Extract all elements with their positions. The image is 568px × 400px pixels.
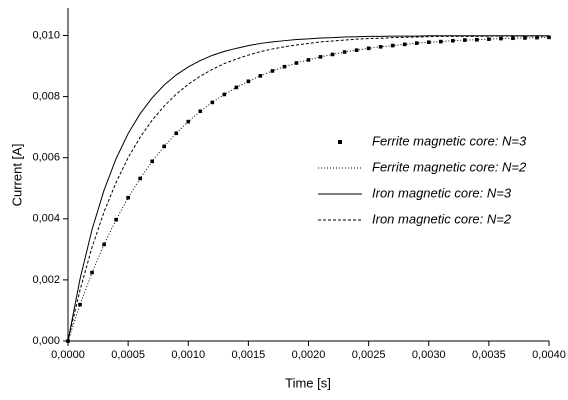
marker: [282, 64, 287, 69]
x-tick-label: 0,0005: [111, 349, 145, 361]
marker: [246, 79, 251, 84]
marker: [547, 35, 551, 40]
x-tick-label: 0,0015: [232, 349, 266, 361]
legend-text: Iron magnetic core: N=2: [372, 211, 512, 226]
x-tick-label: 0,0020: [292, 349, 326, 361]
marker: [451, 38, 455, 43]
legend-marker: [338, 140, 342, 144]
marker: [186, 119, 191, 124]
marker: [523, 36, 527, 40]
y-axis-title: Current [A]: [9, 144, 24, 207]
marker: [499, 36, 503, 41]
marker: [222, 92, 227, 97]
marker: [535, 35, 539, 40]
legend-text: Iron magnetic core: N=3: [372, 185, 512, 200]
marker: [475, 37, 479, 42]
marker: [306, 58, 311, 62]
y-tick-label: 0,002: [32, 274, 60, 286]
y-tick-label: 0,006: [32, 152, 60, 164]
series-line: [67, 35, 549, 342]
marker: [438, 39, 443, 44]
y-tick-label: 0,008: [32, 91, 60, 103]
y-tick-label: 0,000: [32, 335, 60, 347]
marker: [426, 40, 431, 45]
marker: [402, 42, 407, 47]
series-line: [67, 36, 550, 342]
x-tick-label: 0,0010: [171, 349, 205, 361]
marker: [390, 43, 395, 48]
marker: [463, 38, 467, 42]
series-line: [67, 35, 549, 342]
x-tick-label: 0,0040: [532, 349, 566, 361]
marker: [126, 195, 130, 200]
marker: [102, 242, 106, 247]
y-tick-label: 0,004: [32, 213, 60, 225]
marker: [198, 109, 203, 114]
legend-text: Ferrite magnetic core: N=2: [372, 159, 527, 174]
marker: [414, 41, 419, 45]
x-tick-label: 0,0000: [51, 349, 85, 361]
marker: [150, 159, 154, 164]
marker: [162, 144, 166, 149]
marker: [210, 100, 215, 105]
marker: [174, 131, 179, 136]
marker: [114, 217, 118, 222]
marker: [258, 74, 263, 78]
marker: [487, 37, 491, 41]
x-tick-label: 0,0035: [472, 349, 506, 361]
x-axis-title: Time [s]: [285, 375, 331, 390]
legend-text: Ferrite magnetic core: N=3: [372, 133, 527, 148]
marker: [511, 36, 515, 41]
x-tick-label: 0,0025: [352, 349, 386, 361]
marker: [138, 176, 142, 181]
marker: [294, 61, 299, 65]
marker: [78, 302, 82, 307]
marker: [378, 44, 383, 49]
y-tick-label: 0,010: [32, 29, 60, 41]
x-tick-label: 0,0030: [412, 349, 446, 361]
